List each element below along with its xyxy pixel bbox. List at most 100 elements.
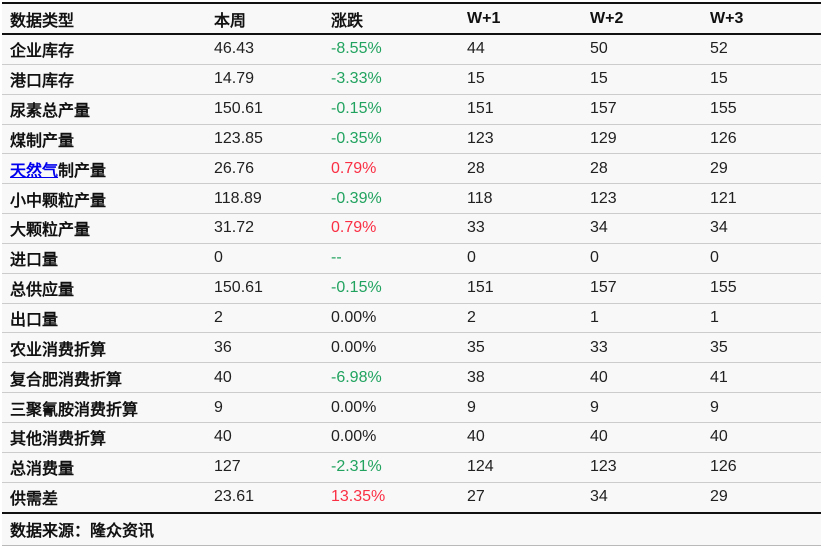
this-week-value-cell: 150.61 bbox=[214, 100, 263, 118]
w1-value-cell: 151 bbox=[467, 100, 494, 118]
w1-value-cell: 123 bbox=[467, 129, 494, 147]
row-label-cell: 大颗粒产量 bbox=[10, 222, 91, 240]
w2-value-cell: 157 bbox=[590, 279, 617, 297]
w3-value-cell: 34 bbox=[710, 219, 728, 237]
change-value-cell: -- bbox=[331, 249, 342, 267]
table-row: 企业库存 46.43 -8.55% 44 50 52 bbox=[2, 35, 821, 65]
change-value-cell: 0.00% bbox=[331, 398, 377, 416]
w2-value-cell: 15 bbox=[590, 70, 608, 88]
w1-value-cell: 151 bbox=[467, 279, 494, 297]
change-value-cell: 13.35% bbox=[331, 488, 386, 506]
w2-value-cell: 0 bbox=[590, 249, 599, 267]
table-row: 进口量 0 -- 0 0 0 bbox=[2, 243, 821, 274]
w3-value-cell: 121 bbox=[710, 189, 737, 207]
w1-value-cell: 9 bbox=[467, 398, 476, 416]
w3-value-cell: 155 bbox=[710, 279, 737, 297]
w1-value-cell: 38 bbox=[467, 368, 485, 386]
w1-value-cell: 2 bbox=[467, 309, 476, 327]
table-row: 出口量 2 0.00% 2 1 1 bbox=[2, 303, 821, 334]
w3-value-cell: 41 bbox=[710, 368, 728, 386]
w1-value-cell: 28 bbox=[467, 159, 485, 177]
w1-value-cell: 15 bbox=[467, 70, 485, 88]
table-row: 总消费量 127 -2.31% 124 123 126 bbox=[2, 452, 821, 483]
this-week-value-cell: 118.89 bbox=[214, 189, 262, 207]
row-label-cell: 进口量 bbox=[10, 252, 59, 270]
w3-value-cell: 0 bbox=[710, 249, 719, 267]
row-label-cell: 三聚氰胺消费折算 bbox=[10, 401, 139, 419]
w1-value-cell: 33 bbox=[467, 219, 485, 237]
table-row: 小中颗粒产量 118.89 -0.39% 118 123 121 bbox=[2, 184, 821, 215]
w3-value-cell: 29 bbox=[710, 488, 728, 506]
row-label-cell: 农业消费折算 bbox=[10, 341, 107, 359]
row-label-cell: 其他消费折算 bbox=[10, 431, 107, 449]
change-value-cell: 0.00% bbox=[331, 309, 377, 327]
change-value-cell: 0.79% bbox=[331, 219, 377, 237]
row-label-cell: 复合肥消费折算 bbox=[10, 371, 123, 389]
table-body: 企业库存 46.43 -8.55% 44 50 52 港口库存 14.79 -3… bbox=[2, 35, 821, 514]
row-label-cell: 出口量 bbox=[10, 312, 59, 330]
column-header-w3: W+3 bbox=[710, 9, 744, 27]
change-value-cell: 0.79% bbox=[331, 159, 377, 177]
row-label-cell: 港口库存 bbox=[10, 73, 75, 91]
column-header-change: 涨跌 bbox=[331, 12, 364, 30]
this-week-value-cell: 40 bbox=[214, 428, 232, 446]
change-value-cell: -0.35% bbox=[331, 129, 382, 147]
w3-value-cell: 40 bbox=[710, 428, 728, 446]
table-row: 复合肥消费折算 40 -6.98% 38 40 41 bbox=[2, 363, 821, 394]
table-row: 三聚氰胺消费折算 9 0.00% 9 9 9 bbox=[2, 393, 821, 423]
column-header-w1: W+1 bbox=[467, 9, 501, 27]
row-label-cell: 煤制产量 bbox=[10, 132, 75, 150]
w2-value-cell: 50 bbox=[590, 40, 608, 58]
change-value-cell: -2.31% bbox=[331, 458, 382, 476]
table-row: 其他消费折算 40 0.00% 40 40 40 bbox=[2, 422, 821, 453]
change-value-cell: -3.33% bbox=[331, 70, 382, 88]
w3-value-cell: 1 bbox=[710, 309, 719, 327]
data-source-label: 数据来源：隆众资讯 bbox=[10, 523, 155, 540]
change-value-cell: -0.39% bbox=[331, 189, 382, 207]
change-value-cell: 0.00% bbox=[331, 338, 377, 356]
table-row: 农业消费折算 36 0.00% 35 33 35 bbox=[2, 333, 821, 364]
table-row: 大颗粒产量 31.72 0.79% 33 34 34 bbox=[2, 214, 821, 244]
row-label-cell: 供需差 bbox=[10, 491, 59, 509]
row-label-cell: 企业库存 bbox=[10, 43, 75, 61]
this-week-value-cell: 26.76 bbox=[214, 159, 255, 177]
this-week-value-cell: 31.72 bbox=[214, 219, 255, 237]
data-source-row: 数据来源：隆众资讯 bbox=[2, 513, 821, 546]
this-week-value-cell: 14.79 bbox=[214, 70, 255, 88]
table-row: 总供应量 150.61 -0.15% 151 157 155 bbox=[2, 273, 821, 304]
w2-value-cell: 34 bbox=[590, 219, 608, 237]
this-week-value-cell: 36 bbox=[214, 338, 232, 356]
w1-value-cell: 40 bbox=[467, 428, 485, 446]
w2-value-cell: 1 bbox=[590, 309, 599, 327]
table-row: 天然气制产量 26.76 0.79% 28 28 29 bbox=[2, 154, 821, 185]
this-week-value-cell: 127 bbox=[214, 458, 241, 476]
this-week-value-cell: 23.61 bbox=[214, 488, 255, 506]
this-week-value-cell: 9 bbox=[214, 398, 223, 416]
natural-gas-link[interactable]: 天然气 bbox=[10, 162, 59, 180]
change-value-cell: -0.15% bbox=[331, 279, 382, 297]
column-header-w2: W+2 bbox=[590, 9, 624, 27]
this-week-value-cell: 0 bbox=[214, 249, 223, 267]
w3-value-cell: 52 bbox=[710, 40, 728, 58]
w2-value-cell: 9 bbox=[590, 398, 599, 416]
change-value-cell: 0.00% bbox=[331, 428, 377, 446]
w1-value-cell: 27 bbox=[467, 488, 485, 506]
w1-value-cell: 44 bbox=[467, 40, 485, 58]
w2-value-cell: 40 bbox=[590, 368, 608, 386]
w3-value-cell: 126 bbox=[710, 458, 737, 476]
column-header-this-week: 本周 bbox=[214, 12, 247, 30]
w3-value-cell: 35 bbox=[710, 338, 728, 356]
change-value-cell: -0.15% bbox=[331, 100, 382, 118]
w3-value-cell: 9 bbox=[710, 398, 719, 416]
w1-value-cell: 124 bbox=[467, 458, 494, 476]
row-label-cell: 尿素总产量 bbox=[10, 103, 91, 121]
row-label-cell: 总供应量 bbox=[10, 282, 75, 300]
w3-value-cell: 126 bbox=[710, 129, 737, 147]
w3-value-cell: 155 bbox=[710, 100, 737, 118]
change-value-cell: -6.98% bbox=[331, 368, 382, 386]
table-row: 供需差 23.61 13.35% 27 34 29 bbox=[2, 482, 821, 514]
this-week-value-cell: 46.43 bbox=[214, 40, 255, 58]
row-label-cell: 总消费量 bbox=[10, 461, 75, 479]
w2-value-cell: 34 bbox=[590, 488, 608, 506]
